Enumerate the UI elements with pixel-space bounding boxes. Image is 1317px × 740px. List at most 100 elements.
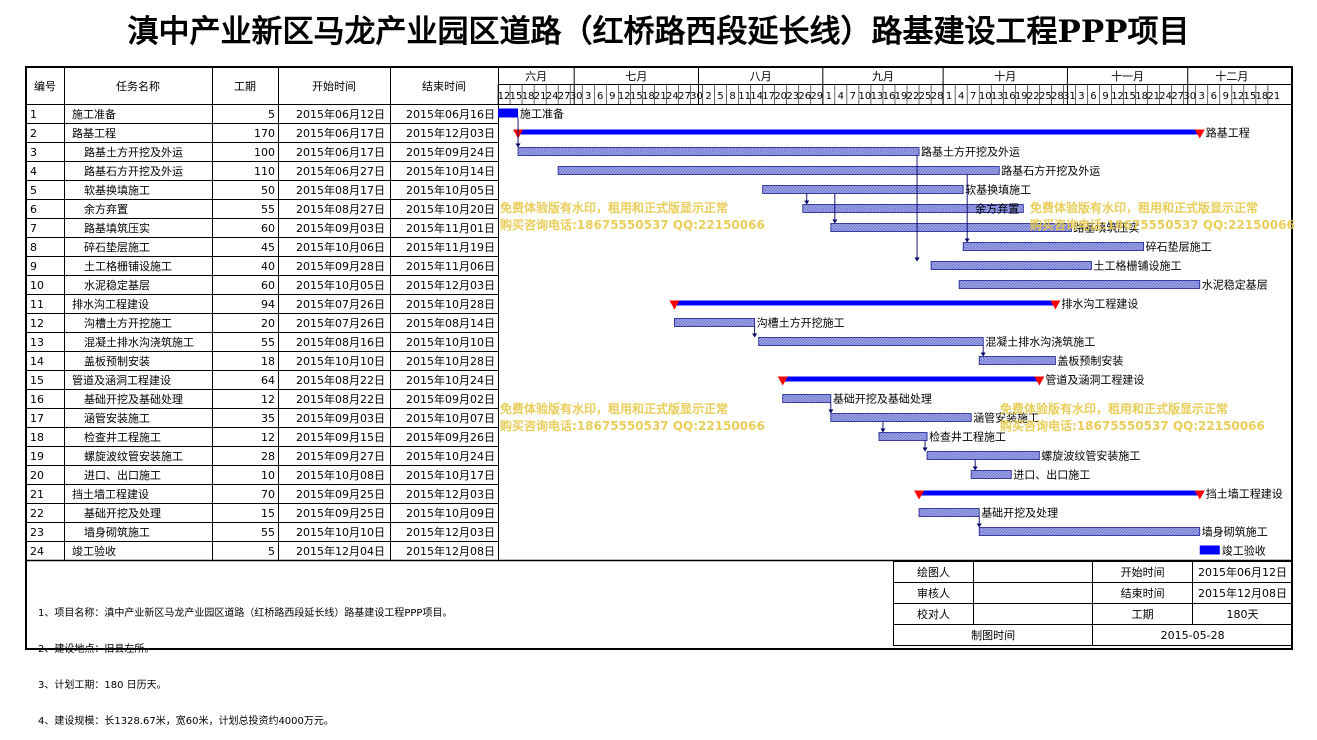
dependency-arrowhead [980,352,986,357]
task-id: 19 [30,450,44,463]
task-id: 16 [30,393,44,406]
task-duration: 20 [261,317,275,330]
bar-label: 路基填筑压实 [1073,221,1139,235]
column-header: 开始时间 [312,79,356,93]
task-id: 17 [30,412,44,425]
task-start: 2015年07月26日 [296,297,385,311]
task-bar [762,185,964,194]
task-duration: 40 [261,260,275,273]
task-id: 9 [30,260,37,273]
start-value: 2015年06月12日 [1192,561,1293,583]
task-duration: 35 [261,412,275,425]
dependency-arrowhead [914,257,920,262]
task-id: 14 [30,355,44,368]
task-name: 基础开挖及基础处理 [84,392,183,406]
bar-label: 路基工程 [1206,127,1250,140]
task-duration: 55 [261,203,275,216]
task-id: 2 [30,127,37,140]
day-tick-label: 13 [991,91,1004,102]
day-tick-label: 30 [690,91,703,102]
dependency-arrowhead [972,466,978,471]
day-tick-label: 8 [729,91,735,102]
bar-label: 路基石方开挖及外运 [1001,164,1100,178]
task-name: 竣工验收 [72,544,116,558]
day-tick-label: 1 [946,91,952,102]
day-tick-label: 9 [609,91,615,102]
task-duration: 110 [254,165,275,178]
task-name: 排水沟工程建设 [72,297,149,311]
dependency-arrowhead [752,333,758,338]
day-tick-label: 21 [1147,91,1160,102]
month-label: 十一月 [1111,69,1144,83]
note-line: 1、项目名称：滇中产业新区马龙产业园区道路（红桥路西段延长线）路基建设工程PPP… [38,608,453,619]
start-label: 开始时间 [1092,561,1193,583]
duration-label: 工期 [1092,603,1193,625]
task-bar [557,166,1000,175]
duration-value: 180天 [1192,603,1293,625]
day-tick-label: 21 [534,91,547,102]
task-end: 2015年10月14日 [406,164,495,178]
day-tick-label: 18 [1256,91,1269,102]
task-end: 2015年10月28日 [406,354,495,368]
day-tick-label: 22 [1027,91,1040,102]
task-end: 2015年10月10日 [406,335,495,349]
end-label: 结束时间 [1092,582,1193,604]
day-tick-label: 18 [642,91,655,102]
bar-label: 盖板预制安装 [1057,354,1123,368]
day-tick-label: 10 [859,91,872,102]
month-label: 九月 [872,70,894,83]
dependency-arrowhead [964,238,970,243]
task-duration: 50 [261,184,275,197]
bar-label: 挡土墙工程建设 [1206,487,1283,501]
task-start: 2015年09月25日 [296,487,385,501]
bar-label: 管道及涵洞工程建设 [1045,373,1144,387]
review-value [972,582,1094,604]
note-line: 2、建设地点：旧县左所。 [38,644,155,655]
task-start: 2015年09月25日 [296,506,385,520]
task-bar [517,147,920,156]
task-name: 路基土方开挖及外运 [84,145,183,159]
task-name: 螺旋波纹管安装施工 [84,449,183,463]
draw-label: 绘图人 [893,561,974,583]
note-line: 3、计划工期：180 日历天。 [38,680,167,691]
day-tick-label: 3 [1078,91,1084,102]
day-tick-label: 22 [907,91,920,102]
task-duration: 100 [254,146,275,159]
day-tick-label: 24 [666,91,679,102]
task-start: 2015年08月17日 [296,183,385,197]
dependency-arrowhead [922,447,928,452]
task-name: 路基填筑压实 [84,221,150,235]
summary-bar [518,129,1200,135]
task-duration: 15 [261,507,275,520]
task-id: 1 [30,108,37,121]
task-duration: 55 [261,526,275,539]
day-tick-label: 15 [510,91,523,102]
task-duration: 55 [261,336,275,349]
day-tick-label: 25 [1039,91,1052,102]
day-tick-label: 24 [1159,91,1172,102]
task-name: 施工准备 [72,107,116,121]
summary-start-marker [669,300,680,310]
task-duration: 5 [268,108,275,121]
task-bar [918,508,980,517]
task-bar [930,261,1092,270]
task-end: 2015年10月05日 [406,183,495,197]
task-id: 3 [30,146,37,159]
task-start: 2015年10月05日 [296,278,385,292]
task-start: 2015年10月10日 [296,525,385,539]
day-tick-label: 11 [738,91,751,102]
task-start: 2015年09月15日 [296,430,385,444]
block-bar [1199,545,1220,555]
task-name: 盖板预制安装 [84,354,150,368]
task-end: 2015年12月03日 [406,278,495,292]
task-duration: 5 [268,545,275,558]
day-tick-label: 2 [705,91,711,102]
month-label: 十月 [994,69,1016,83]
block-bar [498,108,519,118]
task-start: 2015年10月08日 [296,468,385,482]
day-tick-label: 21 [654,91,667,102]
task-duration: 60 [261,222,275,235]
day-tick-label: 19 [1015,91,1028,102]
day-tick-label: 17 [762,91,775,102]
task-bar [758,337,984,346]
